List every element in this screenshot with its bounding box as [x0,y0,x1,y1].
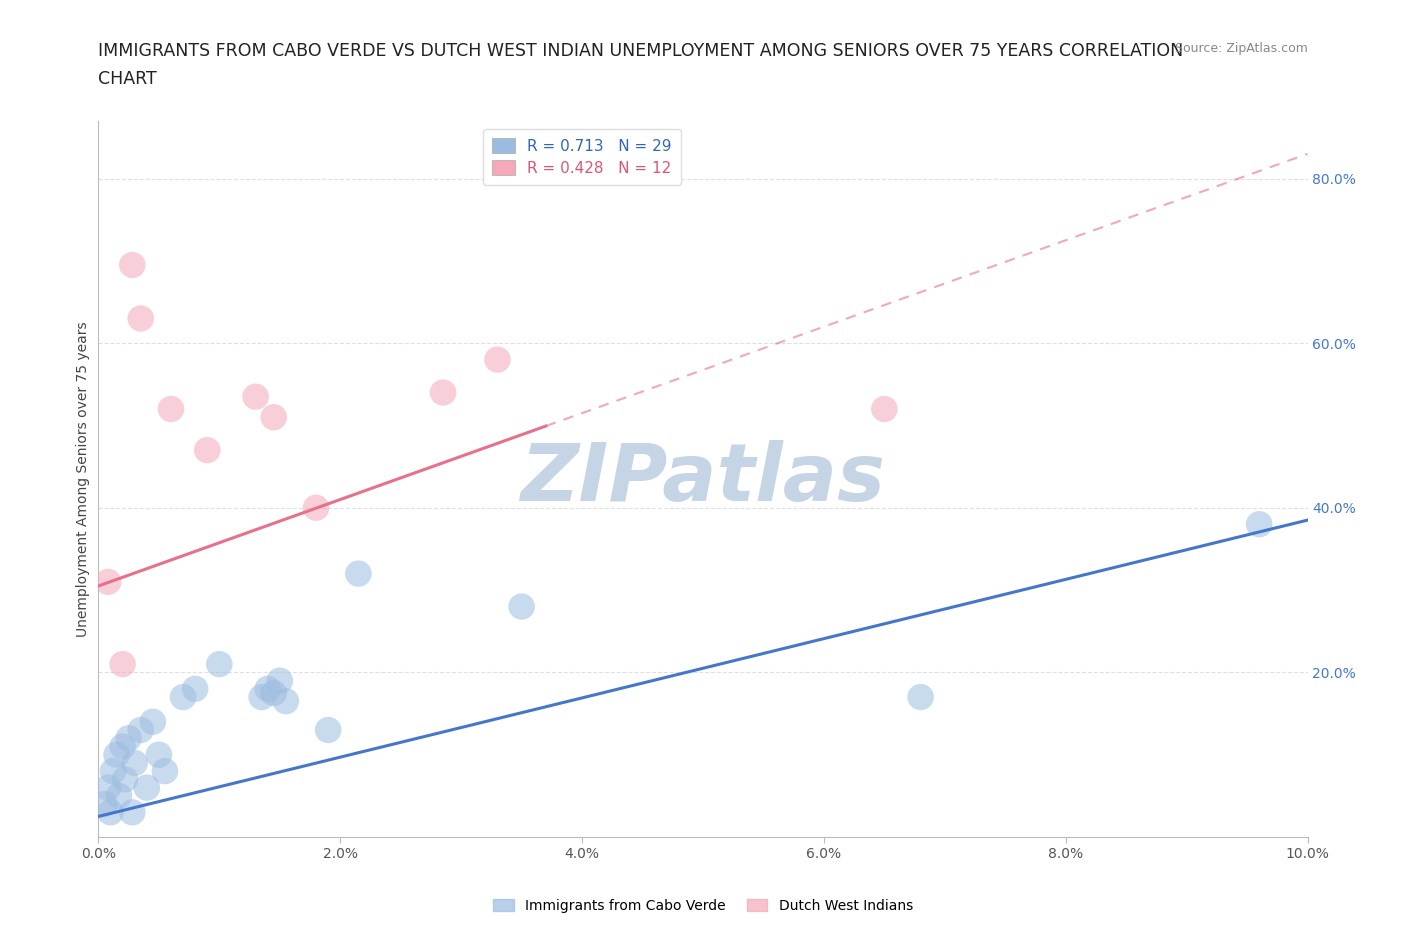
Ellipse shape [260,680,287,706]
Ellipse shape [242,383,269,410]
Ellipse shape [344,561,371,587]
Ellipse shape [207,651,232,677]
Ellipse shape [110,733,136,760]
Text: CHART: CHART [98,70,157,87]
Ellipse shape [181,676,208,702]
Ellipse shape [194,437,221,463]
Ellipse shape [146,741,172,768]
Ellipse shape [100,758,127,784]
Ellipse shape [249,684,276,711]
Ellipse shape [94,775,121,801]
Ellipse shape [94,568,121,595]
Ellipse shape [1246,512,1272,538]
Ellipse shape [111,766,138,792]
Ellipse shape [273,688,299,714]
Ellipse shape [120,799,146,826]
Ellipse shape [484,347,510,373]
Ellipse shape [907,684,934,711]
Ellipse shape [302,495,329,521]
Ellipse shape [97,799,124,826]
Ellipse shape [103,741,129,768]
Ellipse shape [254,676,281,702]
Ellipse shape [115,725,142,751]
Ellipse shape [91,790,118,817]
Ellipse shape [121,750,148,777]
Ellipse shape [315,717,342,743]
Legend: Immigrants from Cabo Verde, Dutch West Indians: Immigrants from Cabo Verde, Dutch West I… [488,894,918,919]
Ellipse shape [509,593,534,619]
Ellipse shape [128,305,155,332]
Ellipse shape [110,651,136,677]
Ellipse shape [872,396,897,422]
Ellipse shape [260,404,287,431]
Text: ZIPatlas: ZIPatlas [520,440,886,518]
Y-axis label: Unemployment Among Seniors over 75 years: Unemployment Among Seniors over 75 years [76,321,90,637]
Ellipse shape [105,783,132,809]
Ellipse shape [170,684,197,711]
Ellipse shape [267,668,292,694]
Ellipse shape [128,717,155,743]
Ellipse shape [134,775,160,801]
Ellipse shape [120,252,146,278]
Legend: R = 0.713   N = 29, R = 0.428   N = 12: R = 0.713 N = 29, R = 0.428 N = 12 [484,128,681,185]
Text: Source: ZipAtlas.com: Source: ZipAtlas.com [1174,42,1308,55]
Text: IMMIGRANTS FROM CABO VERDE VS DUTCH WEST INDIAN UNEMPLOYMENT AMONG SENIORS OVER : IMMIGRANTS FROM CABO VERDE VS DUTCH WEST… [98,42,1184,60]
Ellipse shape [139,709,166,735]
Ellipse shape [430,379,457,405]
Ellipse shape [157,396,184,422]
Ellipse shape [152,758,179,784]
